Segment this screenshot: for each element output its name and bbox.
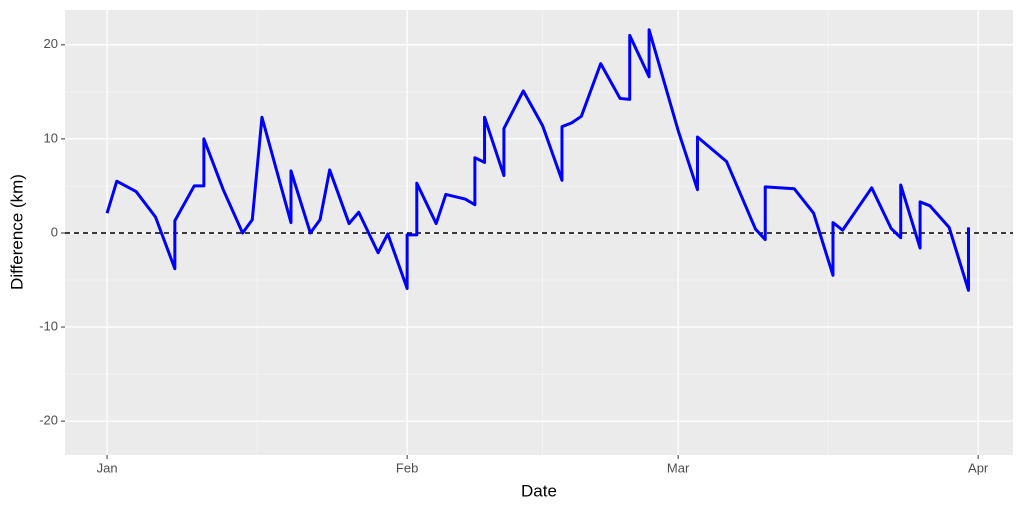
x-tick-label: Mar (667, 460, 690, 475)
y-axis-title: Difference (km) (7, 174, 26, 290)
x-tick-label: Jan (97, 460, 118, 475)
x-axis-title: Date (521, 481, 557, 500)
y-tick-label: -10 (39, 318, 58, 333)
y-tick-label: 10 (44, 130, 58, 145)
x-tick-label: Apr (968, 460, 989, 475)
y-tick-label: 0 (51, 224, 58, 239)
data-line (105, 28, 970, 292)
y-tick-label: -20 (39, 413, 58, 428)
x-tick-label: Feb (396, 460, 418, 475)
y-tick-label: 20 (44, 36, 58, 51)
